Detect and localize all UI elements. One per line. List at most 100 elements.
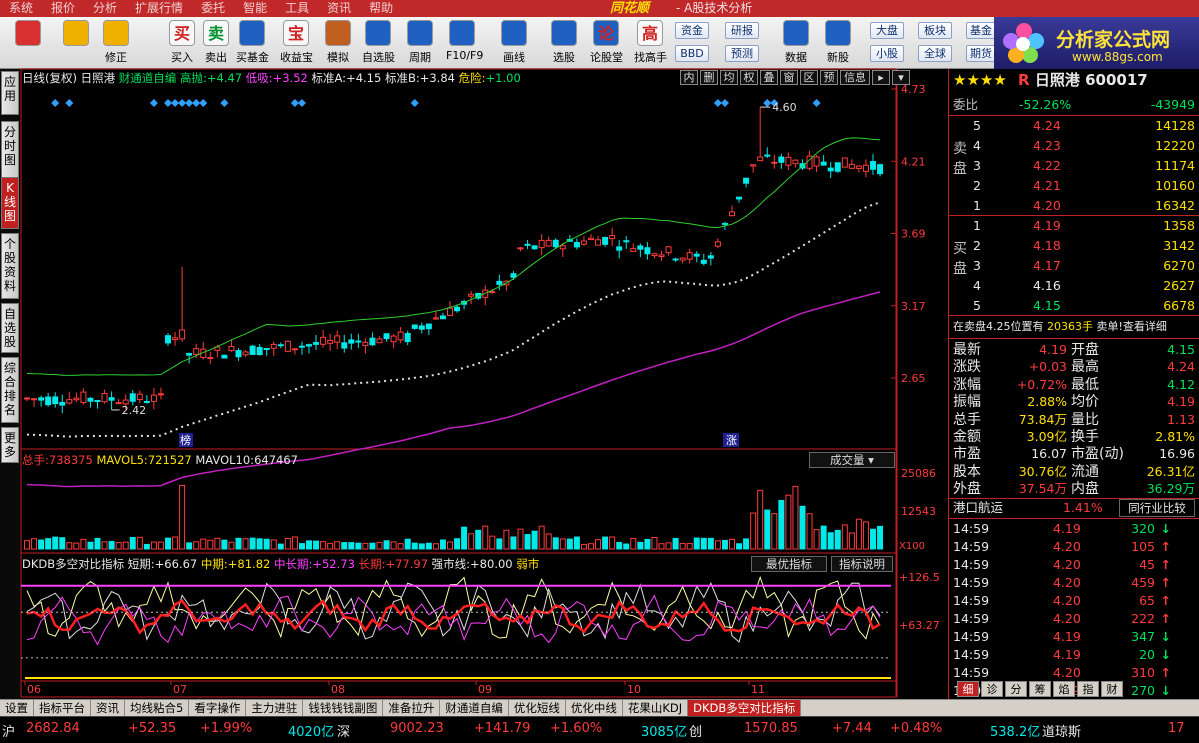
quote-tab[interactable]: 指 xyxy=(1077,681,1099,697)
layout-tool[interactable] xyxy=(12,20,44,66)
global-button[interactable]: 全球 xyxy=(918,45,952,62)
hammer-tool[interactable]: 模拟 xyxy=(322,20,354,66)
asks-level-row[interactable]: 5 4.24 14128 xyxy=(973,117,1195,135)
data-tool[interactable]: 数据 xyxy=(780,20,812,66)
asks-level-row[interactable]: 1 4.20 16342 xyxy=(973,197,1195,215)
treasure-tool[interactable]: 宝收益宝 xyxy=(280,20,313,66)
indicator-tab[interactable]: 均线粘合5 xyxy=(125,700,190,716)
indicator-tab[interactable]: 指标平台 xyxy=(34,700,91,716)
tab-watchlist[interactable]: 自选股 xyxy=(1,303,19,353)
small-cap-button[interactable]: 小股 xyxy=(870,45,904,62)
volume-bar xyxy=(447,541,453,550)
quote-tab[interactable]: 细 xyxy=(957,681,979,697)
menu-trade[interactable]: 委托 xyxy=(201,1,226,15)
overlay-button[interactable]: 叠 xyxy=(760,70,778,85)
funds-button[interactable]: 资金 xyxy=(675,22,709,39)
up-down-tool[interactable]: 修正 xyxy=(100,20,132,66)
asks-level-row[interactable]: 4 4.23 12220 xyxy=(973,137,1195,155)
bids-level-row[interactable]: 3 4.17 6270 xyxy=(973,257,1195,275)
research-button[interactable]: 研报 xyxy=(725,22,759,39)
rights-button[interactable]: 权 xyxy=(740,70,758,85)
menu-tools[interactable]: 工具 xyxy=(285,1,310,15)
star-tool[interactable]: 自选股 xyxy=(362,20,395,66)
new-stock-tool[interactable]: 新股 xyxy=(822,20,854,66)
clock-tool[interactable]: 周期 xyxy=(404,20,436,66)
sector-button[interactable]: 板块 xyxy=(918,22,952,39)
quote-tab[interactable]: 焰 xyxy=(1053,681,1075,697)
back-arrow-tool[interactable] xyxy=(60,20,92,66)
inner-button[interactable]: 内 xyxy=(680,70,698,85)
toolbar-label: 买入 xyxy=(171,51,193,64)
tab-stock-info[interactable]: 个股资料 xyxy=(1,233,19,299)
sh-index[interactable]: 2682.84 xyxy=(26,721,80,736)
f10-tool[interactable]: F10/F9 xyxy=(446,20,483,66)
info-button[interactable]: 信息 xyxy=(840,70,870,85)
forecast-button[interactable]: 预测 xyxy=(725,45,759,62)
bbd-button[interactable]: BBD xyxy=(675,45,709,62)
bids-level-row[interactable]: 5 4.15 6678 xyxy=(973,297,1195,315)
dkdb-name[interactable]: DKDB多空对比指标 xyxy=(22,557,125,571)
expert-tool[interactable]: 高找高手 xyxy=(634,20,667,66)
futures-button[interactable]: 期货 xyxy=(966,45,996,62)
bids-level-row[interactable]: 2 4.18 3142 xyxy=(973,237,1195,255)
buy-tool[interactable]: 买买入 xyxy=(166,20,198,66)
menu-news[interactable]: 资讯 xyxy=(327,1,352,15)
tab-apps[interactable]: 应用 xyxy=(1,71,19,115)
tab-ranking[interactable]: 综合排名 xyxy=(1,357,19,423)
period-label[interactable]: 日线(复权) xyxy=(22,71,77,85)
sell-tool[interactable]: 卖卖出 xyxy=(200,20,232,66)
indicator-tab[interactable]: 优化短线 xyxy=(508,700,566,716)
menu-ext-quote[interactable]: 扩展行情 xyxy=(135,1,184,15)
indicator-tab[interactable]: 钱钱钱钱副图 xyxy=(303,700,384,716)
indicator-tab[interactable]: DKDB多空对比指标 xyxy=(688,700,802,716)
dj-index[interactable]: 17 xyxy=(1168,721,1185,736)
indicator-tab[interactable]: 财通道自编 xyxy=(440,700,509,716)
indicator-tab[interactable]: 设置 xyxy=(0,700,34,716)
pen-tool[interactable]: 画线 xyxy=(498,20,530,66)
bids-level-row[interactable]: 1 4.19 1358 xyxy=(973,217,1195,235)
market-button[interactable]: 大盘 xyxy=(870,22,904,39)
cy-index[interactable]: 1570.85 xyxy=(744,721,798,736)
quote-tab[interactable]: 筹 xyxy=(1029,681,1051,697)
big-order-notice[interactable]: 在卖盘4.25位置有 20363手 卖单!查看详细 xyxy=(953,318,1167,336)
indicator-tab[interactable]: 准备拉升 xyxy=(383,700,441,716)
asks-level-row[interactable]: 2 4.21 10160 xyxy=(973,177,1195,195)
tab-kline[interactable]: K线图 xyxy=(1,177,19,229)
delete-button[interactable]: 删 xyxy=(700,70,718,85)
quote-tab[interactable]: 诊 xyxy=(981,681,1003,697)
ma-button[interactable]: 均 xyxy=(720,70,738,85)
menu-smart[interactable]: 智能 xyxy=(243,1,268,15)
range-button[interactable]: 区 xyxy=(800,70,818,85)
window-button[interactable]: 窗 xyxy=(780,70,798,85)
tab-intraday[interactable]: 分时图 xyxy=(1,121,19,179)
menu-system[interactable]: 系统 xyxy=(9,1,34,15)
predict-button[interactable]: 预 xyxy=(820,70,838,85)
quote-tab[interactable]: 分 xyxy=(1005,681,1027,697)
select-tool[interactable]: 选股 xyxy=(548,20,580,66)
volume-dropdown[interactable]: 成交量 ▾ xyxy=(809,452,895,468)
indicator-name[interactable]: 财通道自编 xyxy=(118,71,177,85)
menu-help[interactable]: 帮助 xyxy=(369,1,394,15)
indicator-help-button[interactable]: 指标说明 xyxy=(831,556,893,572)
indicator-tab[interactable]: 花果山KDJ xyxy=(622,700,689,716)
indicator-tab[interactable]: 优化中线 xyxy=(565,700,623,716)
sz-index[interactable]: 9002.23 xyxy=(390,721,444,736)
dropdown-arrow-icon[interactable]: ▾ xyxy=(892,70,910,85)
quote-tab[interactable]: 财 xyxy=(1101,681,1123,697)
kline-chart-area[interactable]: 4.73 4.21 3.69 3.17 2.65 4.60 2.42 榜 涨 25086 12543… xyxy=(20,68,940,698)
indicator-tab[interactable]: 看字操作 xyxy=(189,700,247,716)
indicator-tab[interactable]: 主力进驻 xyxy=(246,700,304,716)
menu-analysis[interactable]: 分析 xyxy=(93,1,118,15)
fund-tool[interactable]: 买基金 xyxy=(236,20,269,66)
industry-compare-button[interactable]: 同行业比较 xyxy=(1119,499,1195,517)
best-indicator-button[interactable]: 最优指标 xyxy=(751,556,827,572)
fund-button[interactable]: 基金 xyxy=(966,22,996,39)
menu-quote[interactable]: 报价 xyxy=(51,1,76,15)
indicator-tab[interactable]: 资讯 xyxy=(91,700,125,716)
forum-tool[interactable]: 论论股堂 xyxy=(590,20,623,66)
bids-level-row[interactable]: 4 4.16 2627 xyxy=(973,277,1195,295)
tab-more[interactable]: 更多 xyxy=(1,427,19,463)
kline-chart-svg[interactable]: 4.73 4.21 3.69 3.17 2.65 4.60 2.42 榜 涨 25086 12543… xyxy=(20,68,949,698)
next-arrow-icon[interactable]: ▸ xyxy=(872,70,890,85)
asks-level-row[interactable]: 3 4.22 11174 xyxy=(973,157,1195,175)
